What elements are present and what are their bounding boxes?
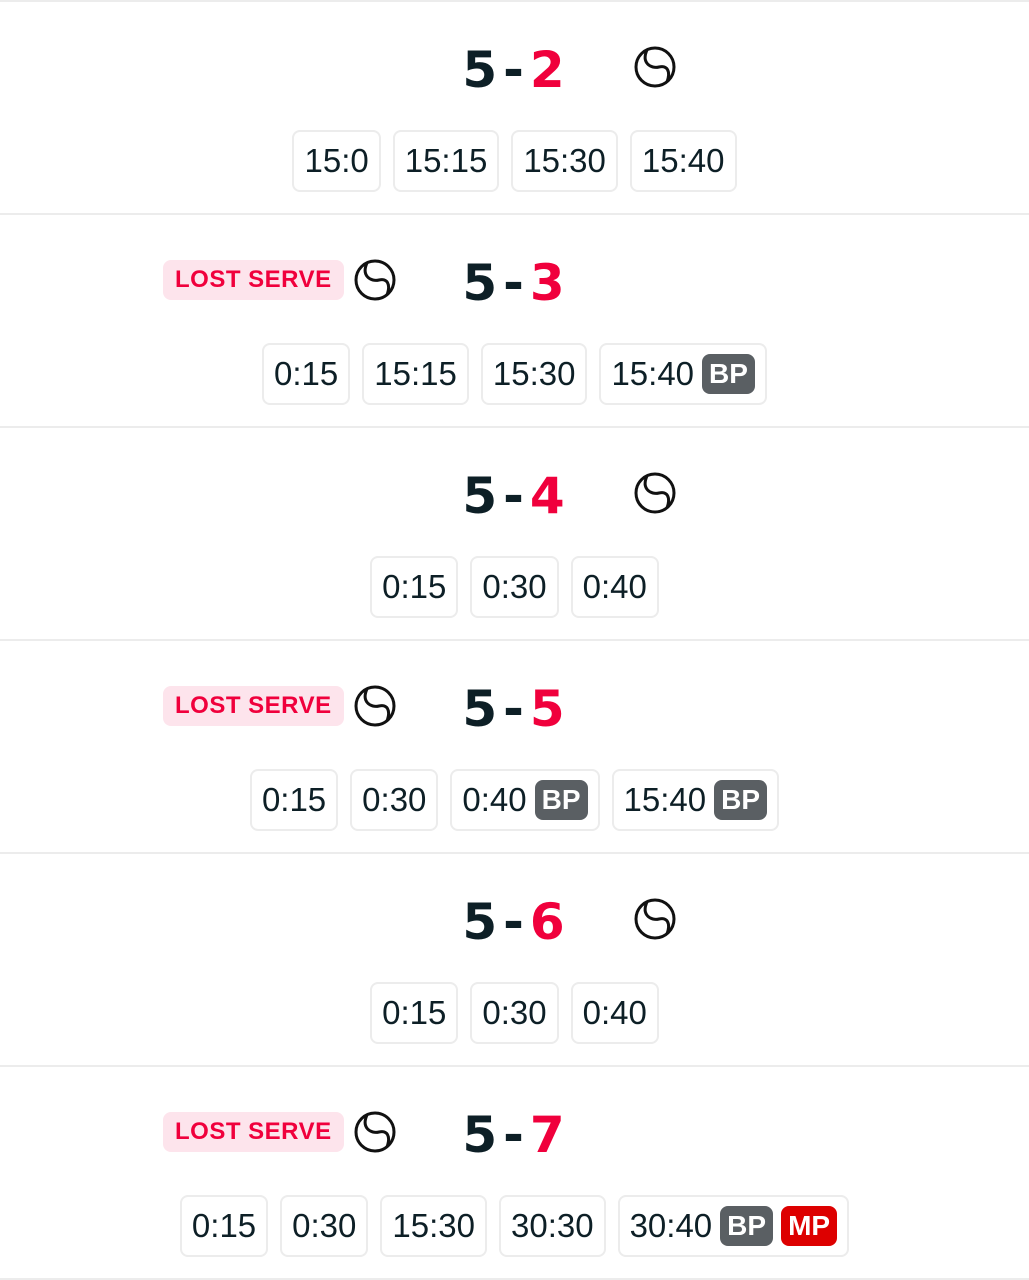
away-games: 7: [529, 1106, 567, 1164]
game-row: LOST SERVE 5-3 0:15 15:15 15:30 15:40 BP: [0, 215, 1029, 428]
point-score: 0:30: [292, 1207, 357, 1244]
home-games: 5: [462, 680, 500, 738]
game-row: 5-4 0:15 0:30 0:40: [0, 428, 1029, 641]
score-separator: -: [503, 1106, 526, 1164]
away-games: 5: [529, 680, 567, 738]
point-score: 15:15: [404, 142, 488, 179]
points-list: 15:0 15:15 15:30 15:40: [0, 130, 1029, 192]
point-chip: 0:30: [470, 556, 559, 618]
point-score: 0:30: [362, 781, 427, 818]
point-chip: 30:30: [498, 1195, 606, 1257]
game-score: 5-5: [0, 679, 1029, 739]
tennis-ball-serve-icon: [633, 471, 677, 515]
point-score: 0:40: [582, 568, 647, 605]
points-list: 0:15 15:15 15:30 15:40 BP: [0, 343, 1029, 405]
point-score: 0:30: [482, 568, 547, 605]
point-chip: 0:15: [262, 343, 351, 405]
away-games: 6: [529, 893, 567, 951]
tennis-ball-serve-icon: [633, 45, 677, 89]
bp-badge: BP: [702, 354, 755, 394]
point-score: 0:15: [382, 568, 447, 605]
away-games: 3: [529, 254, 567, 312]
point-score: 0:40: [462, 781, 527, 818]
point-score: 15:15: [374, 355, 457, 392]
score-separator: -: [503, 467, 526, 525]
bp-badge: BP: [534, 780, 588, 820]
score-separator: -: [503, 254, 526, 312]
point-chip: 0:40: [570, 982, 659, 1044]
point-score: 15:40: [623, 781, 707, 818]
tennis-ball-serve-icon: [353, 258, 397, 302]
point-score: 0:30: [482, 994, 547, 1031]
point-chip: 15:30: [480, 343, 588, 405]
bp-badge: BP: [720, 1206, 774, 1246]
point-chip: 15:0: [292, 130, 381, 192]
point-chip: 30:40 BP MP: [617, 1195, 850, 1257]
point-chip: 15:40 BP: [611, 769, 780, 831]
point-chip: 15:40: [629, 130, 737, 192]
points-list: 0:15 0:30 0:40: [0, 982, 1029, 1044]
game-row: 5-6 0:15 0:30 0:40: [0, 854, 1029, 1067]
point-score: 0:40: [582, 994, 647, 1031]
home-games: 5: [462, 893, 500, 951]
home-games: 5: [462, 254, 500, 312]
point-chip: 0:30: [350, 769, 439, 831]
away-games: 4: [529, 467, 567, 525]
point-score: 30:40: [629, 1207, 713, 1244]
game-score: 5-6: [0, 892, 1029, 952]
lost-serve-badge: LOST SERVE: [163, 260, 344, 300]
lost-serve-badge: LOST SERVE: [163, 1112, 344, 1152]
point-chip: 15:40 BP: [599, 343, 767, 405]
tennis-ball-serve-icon: [633, 897, 677, 941]
point-score: 15:30: [523, 142, 606, 179]
score-separator: -: [503, 893, 526, 951]
point-score: 0:15: [382, 994, 447, 1031]
away-games: 2: [529, 41, 567, 99]
point-score: 15:0: [304, 142, 369, 179]
point-score: 15:30: [492, 355, 576, 392]
point-score: 15:40: [611, 355, 695, 392]
point-score: 0:15: [191, 1207, 257, 1244]
point-chip: 15:30: [380, 1195, 487, 1257]
points-list: 0:15 0:30 15:30 30:30 30:40 BP MP: [0, 1195, 1029, 1257]
point-chip: 0:30: [280, 1195, 369, 1257]
point-chip: 0:15: [249, 769, 339, 831]
point-chip: 0:30: [470, 982, 559, 1044]
point-chip: 0:15: [370, 982, 459, 1044]
home-games: 5: [462, 41, 500, 99]
divider: [0, 0, 1029, 2]
game-row: 5-2 15:0 15:15 15:30 15:40: [0, 2, 1029, 215]
point-chip: 15:30: [511, 130, 618, 192]
game-row: LOST SERVE 5-5 0:15 0:30 0:40 BP 15:40 BP: [0, 641, 1029, 854]
lost-serve-badge: LOST SERVE: [163, 686, 344, 726]
game-score: 5-3: [0, 253, 1029, 313]
game-score: 5-4: [0, 466, 1029, 526]
point-chip: 0:15: [179, 1195, 269, 1257]
game-score: 5-2: [0, 40, 1029, 100]
home-games: 5: [462, 1106, 500, 1164]
mp-badge: MP: [781, 1206, 838, 1246]
point-score: 0:15: [274, 355, 339, 392]
point-score: 15:40: [641, 142, 725, 179]
point-chip: 0:40: [570, 556, 659, 618]
point-chip: 0:40 BP: [450, 769, 600, 831]
point-score: 30:30: [510, 1207, 594, 1244]
score-separator: -: [503, 41, 526, 99]
point-chip: 15:15: [392, 130, 500, 192]
point-score: 0:15: [261, 781, 327, 818]
points-list: 0:15 0:30 0:40 BP 15:40 BP: [0, 769, 1029, 831]
tennis-ball-serve-icon: [353, 1110, 397, 1154]
points-list: 0:15 0:30 0:40: [0, 556, 1029, 618]
point-chip: 15:15: [362, 343, 469, 405]
game-row: LOST SERVE 5-7 0:15 0:30 15:30 30:30 30:40 BP MP: [0, 1067, 1029, 1280]
point-chip: 0:15: [370, 556, 459, 618]
bp-badge: BP: [714, 780, 768, 820]
game-score: 5-7: [0, 1105, 1029, 1165]
score-separator: -: [503, 680, 526, 738]
point-score: 15:30: [392, 1207, 475, 1244]
tennis-ball-serve-icon: [353, 684, 397, 728]
home-games: 5: [462, 467, 500, 525]
